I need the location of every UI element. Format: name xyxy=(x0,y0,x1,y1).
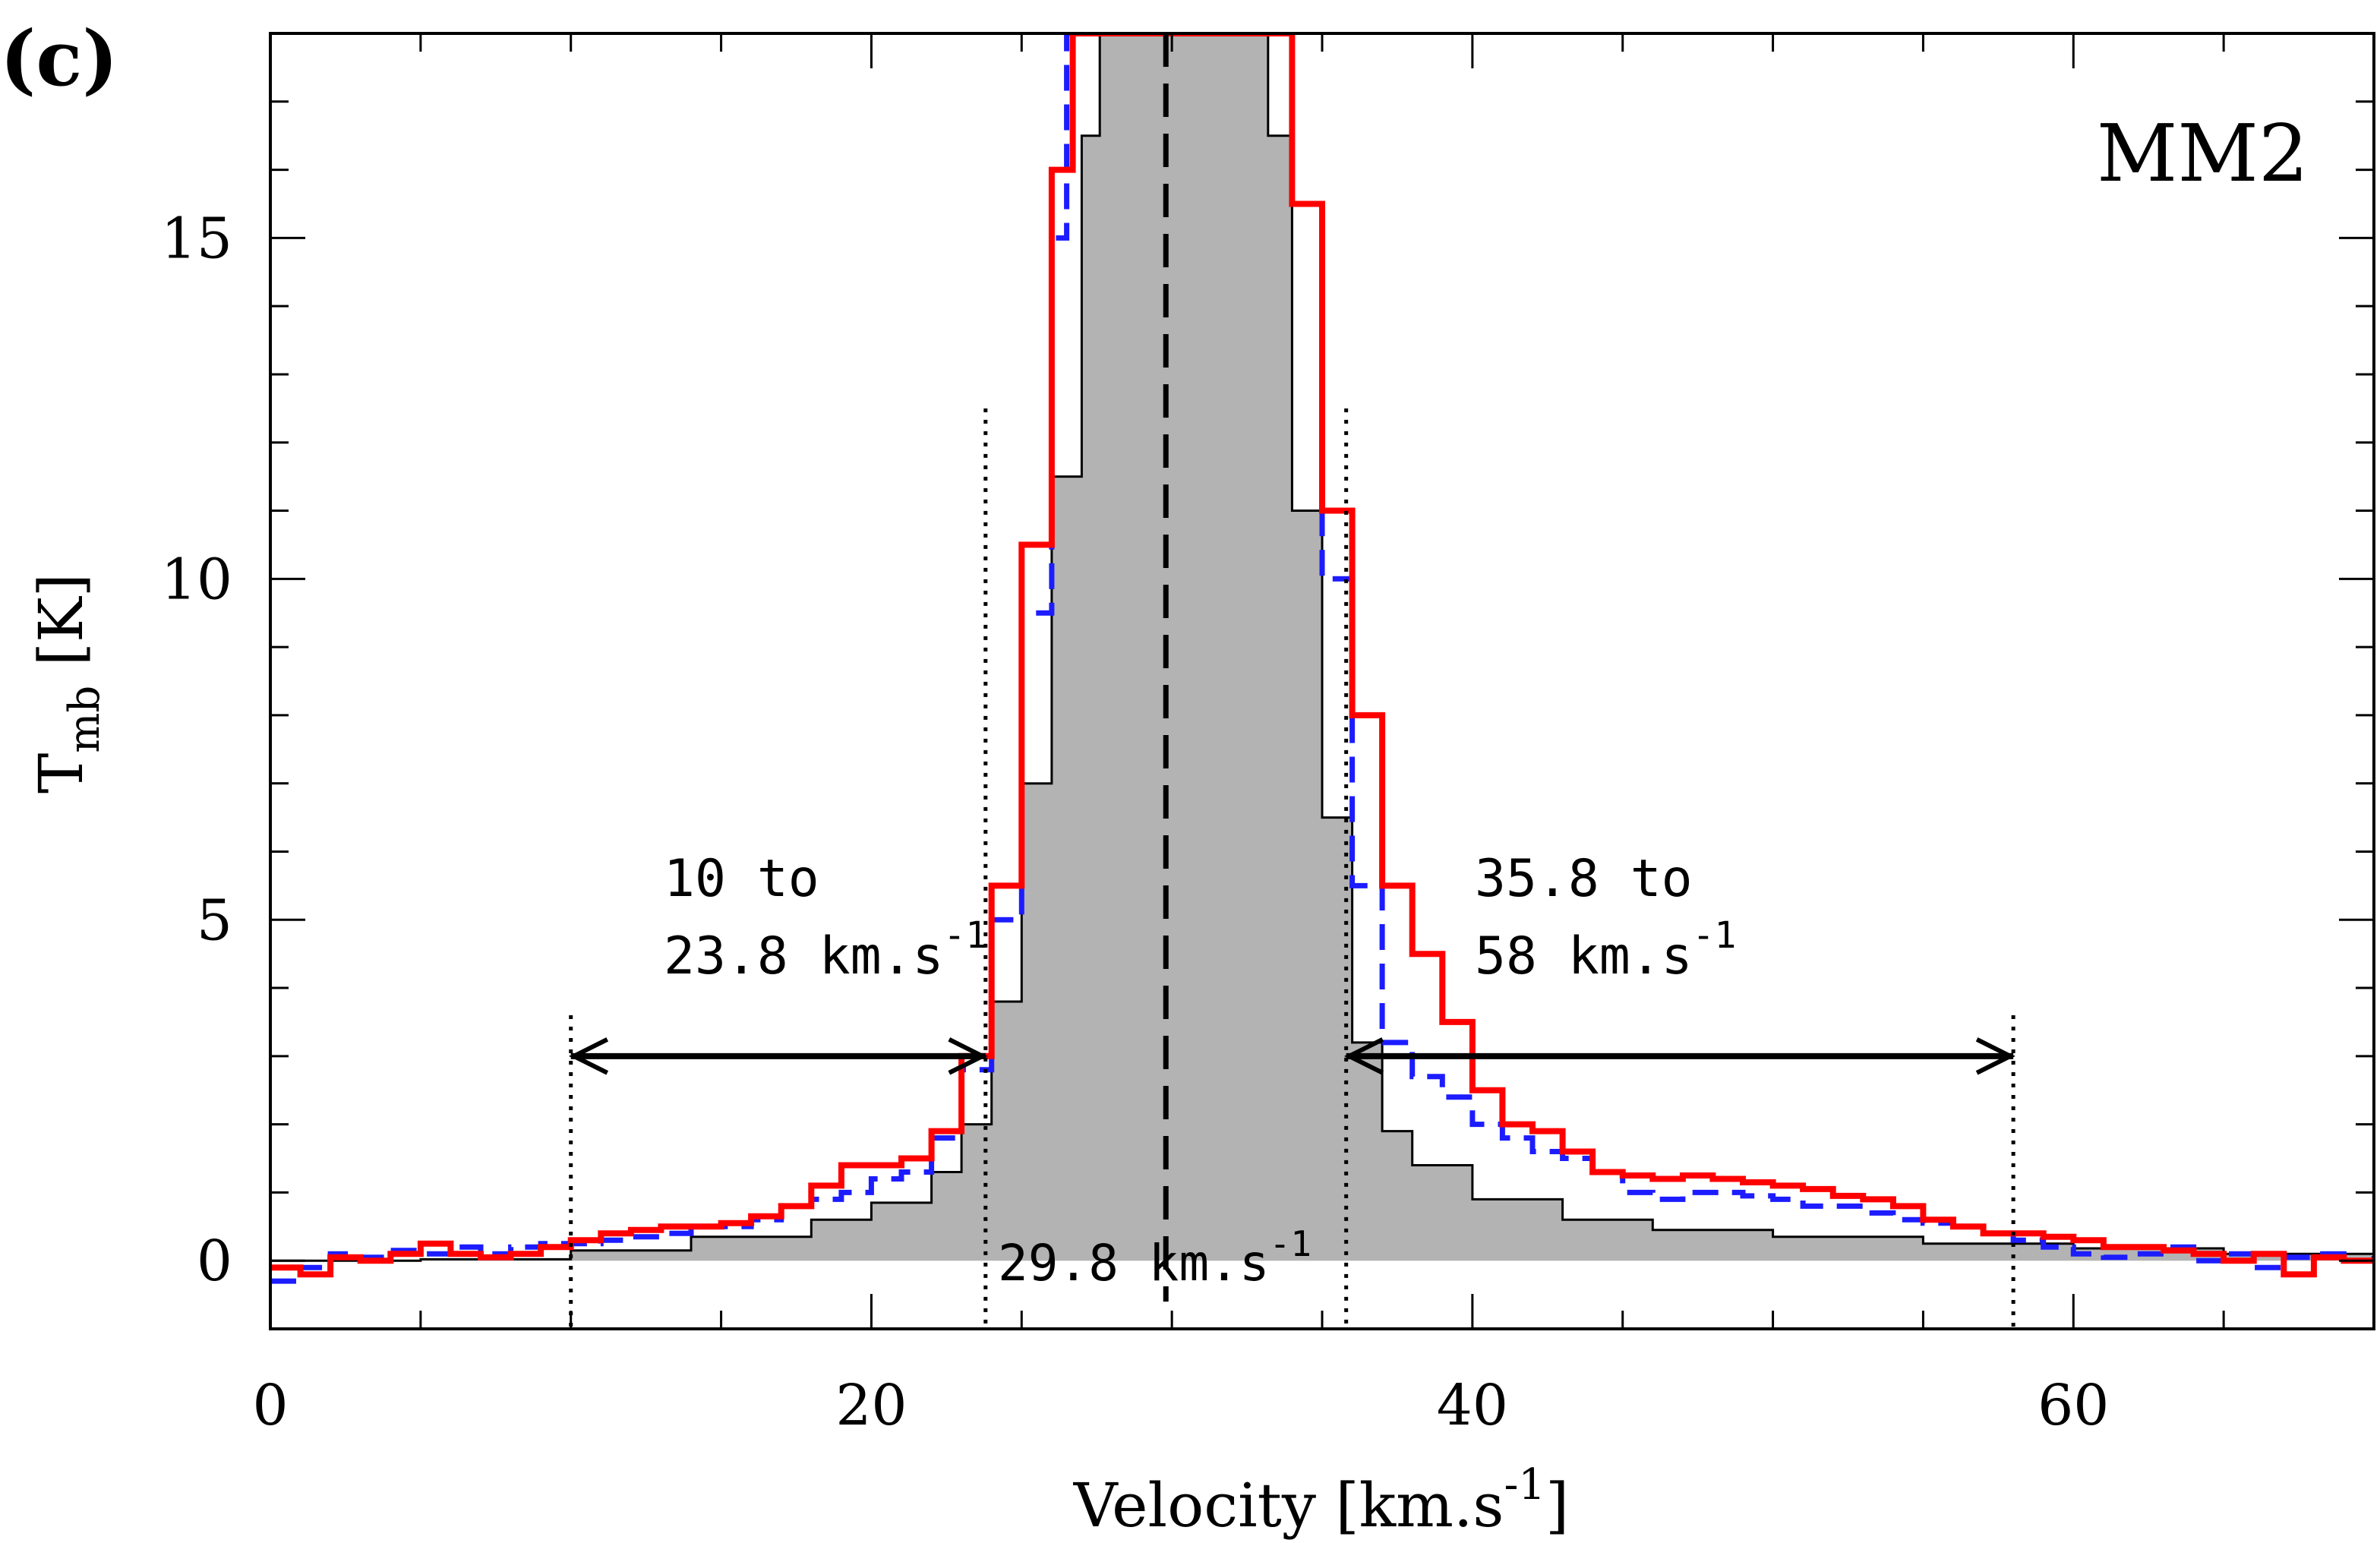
plot-layer xyxy=(270,33,2374,1329)
x-tick-label-60: 60 xyxy=(2038,1373,2109,1438)
y-tick-label-0: 0 xyxy=(197,1229,232,1294)
arrow-head-left-0 xyxy=(569,1037,609,1075)
red-range-label-line2: 58 km.s-1 xyxy=(1475,914,1736,986)
series-red-solid xyxy=(270,33,2374,1278)
blue-range-label-line2: 23.8 km.s-1 xyxy=(664,914,987,986)
labels-layer: 0 20 40 60 0 5 10 15 xyxy=(161,206,2110,1438)
arrow-head-right-1 xyxy=(1975,1037,2015,1075)
series-grey-outline xyxy=(270,33,2374,1262)
x-tick-label-0: 0 xyxy=(252,1373,288,1438)
y-axis-title: Tmb [K] xyxy=(26,573,109,794)
arrow-head-left-1 xyxy=(1343,1037,1384,1075)
y-tick-label-5: 5 xyxy=(197,888,232,953)
x-axis-title: Velocity [km.s-1] xyxy=(1073,1460,1570,1541)
center-velocity-label: 29.8 km.s-1 xyxy=(998,1223,1312,1292)
y-tick-label-15: 15 xyxy=(161,206,232,271)
arrow-head-right-0 xyxy=(948,1037,988,1075)
x-tick-label-20: 20 xyxy=(835,1373,907,1438)
source-label: MM2 xyxy=(2097,107,2309,200)
x-tick-label-40: 40 xyxy=(1437,1373,1508,1438)
panel-label: (c) xyxy=(0,14,118,103)
blue-range-label-line1: 10 to xyxy=(664,849,819,909)
ticks-layer xyxy=(269,32,2375,1330)
red-range-label-line1: 35.8 to xyxy=(1475,849,1693,909)
y-tick-label-10: 10 xyxy=(161,547,232,612)
